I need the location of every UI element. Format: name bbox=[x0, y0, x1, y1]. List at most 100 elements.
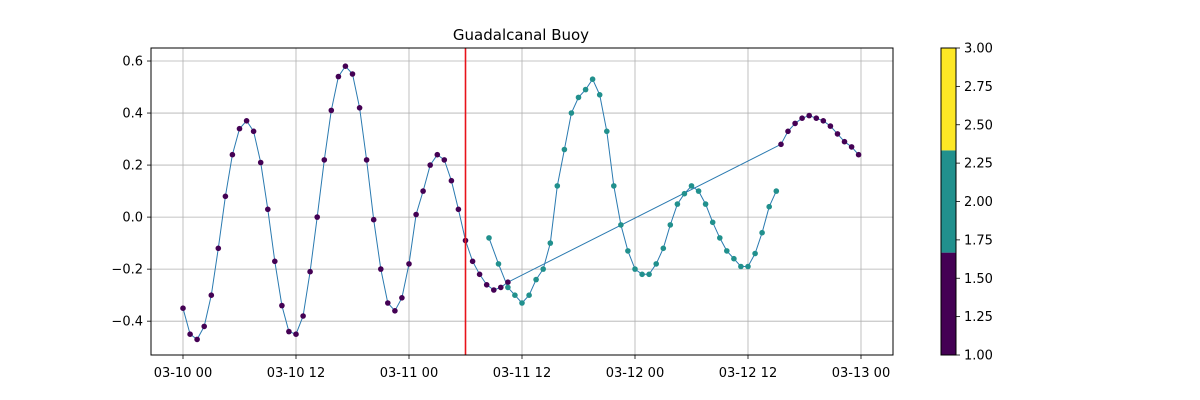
chart-title: Guadalcanal Buoy bbox=[453, 26, 589, 44]
y-tick-label: 0.2 bbox=[122, 159, 143, 174]
colorbar-tick-label: 1.75 bbox=[964, 233, 993, 248]
data-point bbox=[709, 219, 716, 226]
y-tick-label: 0.4 bbox=[122, 107, 143, 122]
colorbar-tick-label: 1.00 bbox=[964, 349, 993, 364]
data-point bbox=[660, 245, 667, 252]
data-point bbox=[653, 261, 659, 267]
data-point bbox=[759, 229, 765, 236]
data-point bbox=[639, 271, 645, 278]
data-point bbox=[491, 287, 497, 293]
data-point bbox=[413, 211, 419, 218]
data-point bbox=[370, 216, 377, 223]
x-tick-label: 03-12 12 bbox=[719, 366, 777, 381]
data-point bbox=[201, 323, 207, 330]
data-point bbox=[827, 123, 834, 129]
data-point bbox=[342, 63, 349, 69]
data-point bbox=[702, 201, 709, 207]
data-point bbox=[834, 131, 841, 137]
data-point bbox=[717, 235, 723, 241]
colorbar-ticks: 1.00 1.25 1.50 1.75 2.00 2.25 2.50 2.75 3.00 bbox=[956, 42, 993, 364]
data-point bbox=[778, 141, 784, 148]
x-tick-label: 03-10 00 bbox=[154, 366, 212, 381]
data-point bbox=[785, 128, 791, 135]
data-point bbox=[279, 302, 285, 309]
data-point bbox=[356, 105, 363, 111]
data-series bbox=[180, 63, 862, 343]
data-point bbox=[688, 183, 695, 189]
y-tick-label: −0.4 bbox=[111, 315, 143, 330]
data-point bbox=[855, 151, 862, 158]
data-point bbox=[820, 118, 827, 124]
data-point bbox=[792, 120, 798, 127]
plot-area: 03-10 00 03-10 12 03-11 00 03-11 12 03-12 00… bbox=[111, 47, 894, 381]
data-point bbox=[813, 115, 820, 121]
colorbar: 1.00 1.25 1.50 1.75 2.00 2.25 2.50 2.75 3.00 bbox=[940, 42, 993, 364]
data-point bbox=[519, 300, 525, 306]
x-tick-label: 03-12 00 bbox=[606, 366, 664, 381]
data-point bbox=[378, 266, 384, 272]
y-tick-label: 0.0 bbox=[122, 211, 143, 226]
data-point bbox=[187, 331, 193, 338]
x-tick-label: 03-11 12 bbox=[493, 366, 551, 381]
colorbar-band bbox=[941, 150, 956, 253]
data-point bbox=[752, 250, 758, 257]
colorbar-tick-label: 1.50 bbox=[964, 272, 993, 287]
y-tick-label: 0.6 bbox=[122, 55, 143, 70]
data-point bbox=[307, 268, 313, 275]
data-point bbox=[455, 206, 462, 213]
data-point bbox=[215, 245, 222, 252]
x-tick-label: 03-13 00 bbox=[832, 366, 890, 381]
data-point bbox=[427, 162, 434, 168]
data-point bbox=[611, 183, 617, 189]
data-point bbox=[385, 300, 391, 306]
data-point bbox=[646, 271, 652, 278]
data-point bbox=[561, 146, 568, 153]
data-point bbox=[300, 313, 306, 319]
colorbar-band bbox=[941, 48, 956, 151]
x-tick-label: 03-10 12 bbox=[267, 366, 325, 381]
y-tick-label: −0.2 bbox=[111, 263, 143, 278]
data-point bbox=[236, 125, 243, 132]
grid-lines bbox=[151, 48, 893, 355]
data-point bbox=[469, 258, 476, 265]
data-point bbox=[841, 138, 848, 145]
data-point bbox=[554, 183, 561, 189]
data-point bbox=[667, 222, 674, 228]
data-point bbox=[674, 201, 681, 207]
data-point bbox=[512, 292, 518, 299]
data-point bbox=[272, 258, 278, 265]
data-point bbox=[547, 240, 554, 246]
data-point bbox=[335, 73, 342, 80]
data-point bbox=[540, 266, 546, 272]
data-point bbox=[773, 188, 780, 194]
data-point bbox=[406, 261, 412, 267]
data-point bbox=[533, 276, 539, 283]
data-point bbox=[681, 190, 688, 197]
data-point bbox=[568, 110, 575, 116]
colorbar-tick-label: 1.25 bbox=[964, 310, 993, 325]
data-point bbox=[589, 76, 596, 82]
data-point bbox=[363, 157, 370, 163]
data-point bbox=[596, 92, 603, 98]
data-point bbox=[604, 128, 610, 135]
data-point bbox=[806, 112, 812, 119]
colorbar-tick-label: 3.00 bbox=[964, 42, 993, 57]
data-point bbox=[848, 144, 855, 150]
data-point bbox=[799, 115, 805, 121]
data-point bbox=[695, 188, 702, 194]
data-point bbox=[314, 214, 321, 220]
data-point bbox=[476, 271, 483, 278]
data-point bbox=[625, 248, 631, 254]
data-point bbox=[250, 128, 257, 135]
y-axis-ticks: −0.4 −0.2 0.0 0.2 0.4 0.6 bbox=[111, 55, 151, 330]
data-point bbox=[222, 193, 229, 200]
data-point bbox=[505, 279, 511, 286]
data-point bbox=[229, 151, 236, 158]
data-point bbox=[618, 222, 624, 228]
x-axis-ticks: 03-10 00 03-10 12 03-11 00 03-11 12 03-12 00… bbox=[154, 355, 890, 381]
data-point bbox=[194, 336, 200, 343]
colorbar-tick-label: 2.00 bbox=[964, 195, 993, 210]
data-point bbox=[495, 261, 502, 267]
